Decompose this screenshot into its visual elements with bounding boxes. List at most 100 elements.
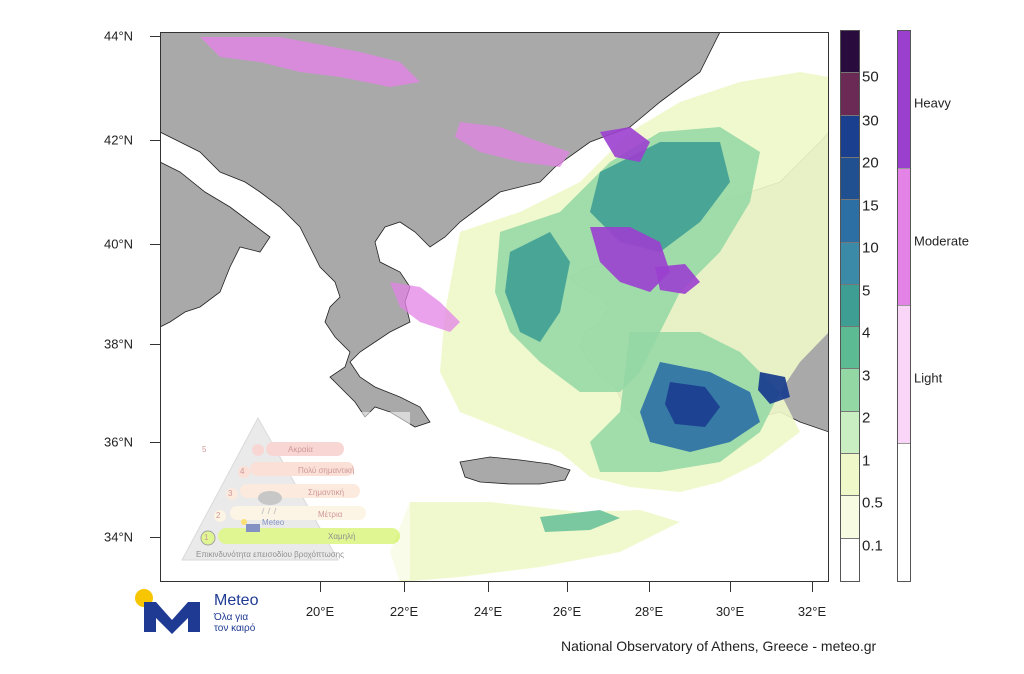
lat-label: 34°N: [104, 529, 134, 545]
lat-label: 42°N: [104, 132, 134, 148]
amount-label: 10: [862, 239, 879, 257]
lat-tick: [150, 442, 160, 443]
lon-tick: [812, 582, 813, 592]
pyramid-level-number: 3: [228, 489, 233, 498]
lat-label: 38°N: [104, 336, 134, 352]
map-frame: [160, 32, 829, 582]
pyramid-level-circle: [238, 466, 250, 478]
intensity-moderate-greece: [390, 282, 460, 332]
precip-5: [505, 232, 570, 342]
pyramid-level-number: 1: [204, 533, 209, 542]
amount-label: 0.1: [862, 537, 883, 555]
lat-tick: [150, 537, 160, 538]
lat-label: 44°N: [104, 28, 134, 44]
meteo-logo-small-icon: [241, 519, 260, 532]
lon-tick: [404, 582, 405, 592]
lat-tick: [150, 36, 160, 37]
risk-pyramid-inset: 5 Ακραία 4 Πολύ σημαντική 3 Σημαντική 2 …: [178, 414, 408, 564]
amount-scale-cell: [841, 454, 859, 497]
meteo-logo-icon: [135, 589, 200, 634]
pyramid-level-circle: [226, 488, 238, 500]
amount-label: 4: [862, 324, 871, 342]
land-italy: [160, 161, 271, 328]
amount-scale-cell: [841, 115, 859, 158]
pyramid-level-label: Ακραία: [288, 445, 313, 454]
intensity-scale-cell: [898, 31, 910, 169]
amount-scale-cell: [841, 284, 859, 328]
land-crete: [459, 456, 571, 485]
intensity-moderate-bulgaria: [455, 122, 570, 167]
lon-tick: [567, 582, 568, 592]
lon-label: 32°E: [797, 604, 827, 619]
logo-tagline: τον καιρό: [214, 623, 256, 634]
pyramid-level-label: Πολύ σημαντική: [298, 466, 355, 475]
amount-label: 0.5: [862, 494, 883, 512]
amount-scale-cell: [841, 411, 859, 455]
lon-tick: [649, 582, 650, 592]
land-balkans: [160, 32, 721, 428]
amount-label: 30: [862, 112, 879, 130]
intensity-label-moderate: Moderate: [914, 233, 969, 249]
amount-label: 5: [862, 282, 871, 300]
amount-scale-cell: [841, 369, 859, 412]
precip-20: [665, 382, 720, 427]
lat-tick: [150, 244, 160, 245]
lon-label: 24°E: [473, 604, 503, 619]
lat-tick: [150, 344, 160, 345]
pyramid-level-circle: [200, 530, 216, 546]
intensity-scale-cell: [898, 168, 910, 306]
lon-tick: [320, 582, 321, 592]
pyramid-band-5: [266, 442, 344, 456]
pyramid-caption: Επικινδυνότητα επεισοδίου βροχόπτωσης: [196, 550, 344, 559]
amount-label: 15: [862, 197, 879, 215]
intensity-heavy-thrace: [600, 127, 650, 162]
meteo-logo: Meteo Όλα για τον καιρό: [132, 588, 272, 638]
pyramid-band-2: [230, 506, 366, 520]
pyramid-level-circle: [252, 444, 264, 456]
amount-scale-cell: [841, 327, 859, 370]
pyramid-level-number: 2: [216, 511, 221, 520]
lon-label: 26°E: [552, 604, 582, 619]
lon-label: 28°E: [634, 604, 664, 619]
pyramid-level-circle: [214, 510, 226, 522]
pyramid-graphic: [181, 416, 400, 561]
amount-label: 2: [862, 409, 871, 427]
amount-label: 50: [862, 68, 879, 86]
precip-5-north: [590, 142, 730, 252]
lat-label: 40°N: [104, 236, 134, 252]
precip-20-east: [758, 372, 790, 404]
precipitation-map: [160, 32, 829, 582]
amount-label: 3: [862, 367, 871, 385]
lat-label: 36°N: [104, 434, 134, 450]
intensity-heavy-aegean: [590, 227, 670, 292]
intensity-label-light: Light: [914, 370, 943, 386]
pyramid-level-label: Χαμηλή: [328, 532, 356, 541]
intensity-legend: [897, 30, 911, 582]
amount-scale-cell: [841, 496, 859, 539]
intensity-scale-cell: [898, 443, 910, 581]
intensity-moderate-north: [200, 37, 420, 87]
amount-scale-cell: [841, 538, 859, 581]
precip-south-band: [540, 510, 620, 532]
pyramid-level-label: Σημαντική: [308, 488, 345, 497]
amount-scale-cell: [841, 31, 859, 74]
intensity-label-heavy: Heavy: [914, 95, 951, 111]
intensity-heavy-aegean-2: [655, 264, 700, 294]
lat-tick: [150, 140, 160, 141]
pyramid-band-4: [250, 462, 354, 476]
pyramid-level-number: 5: [202, 445, 207, 454]
lon-tick: [488, 582, 489, 592]
credit-text: National Observatory of Athens, Greece -…: [561, 638, 877, 654]
pyramid-band-1: [218, 528, 400, 544]
pyramid-level-number: 4: [240, 467, 245, 476]
amount-scale-cell: [841, 200, 859, 243]
lon-label: 30°E: [715, 604, 745, 619]
amount-label: 1: [862, 452, 871, 470]
map-canvas: [160, 32, 829, 582]
intensity-scale-cell: [898, 306, 910, 444]
cloud-rain-icon: [258, 491, 282, 515]
amount-scale-cell: [841, 242, 859, 285]
precipitation-amount-legend: [840, 30, 860, 582]
logo-tagline: Όλα για: [214, 612, 249, 623]
amount-scale-cell: [841, 157, 859, 201]
